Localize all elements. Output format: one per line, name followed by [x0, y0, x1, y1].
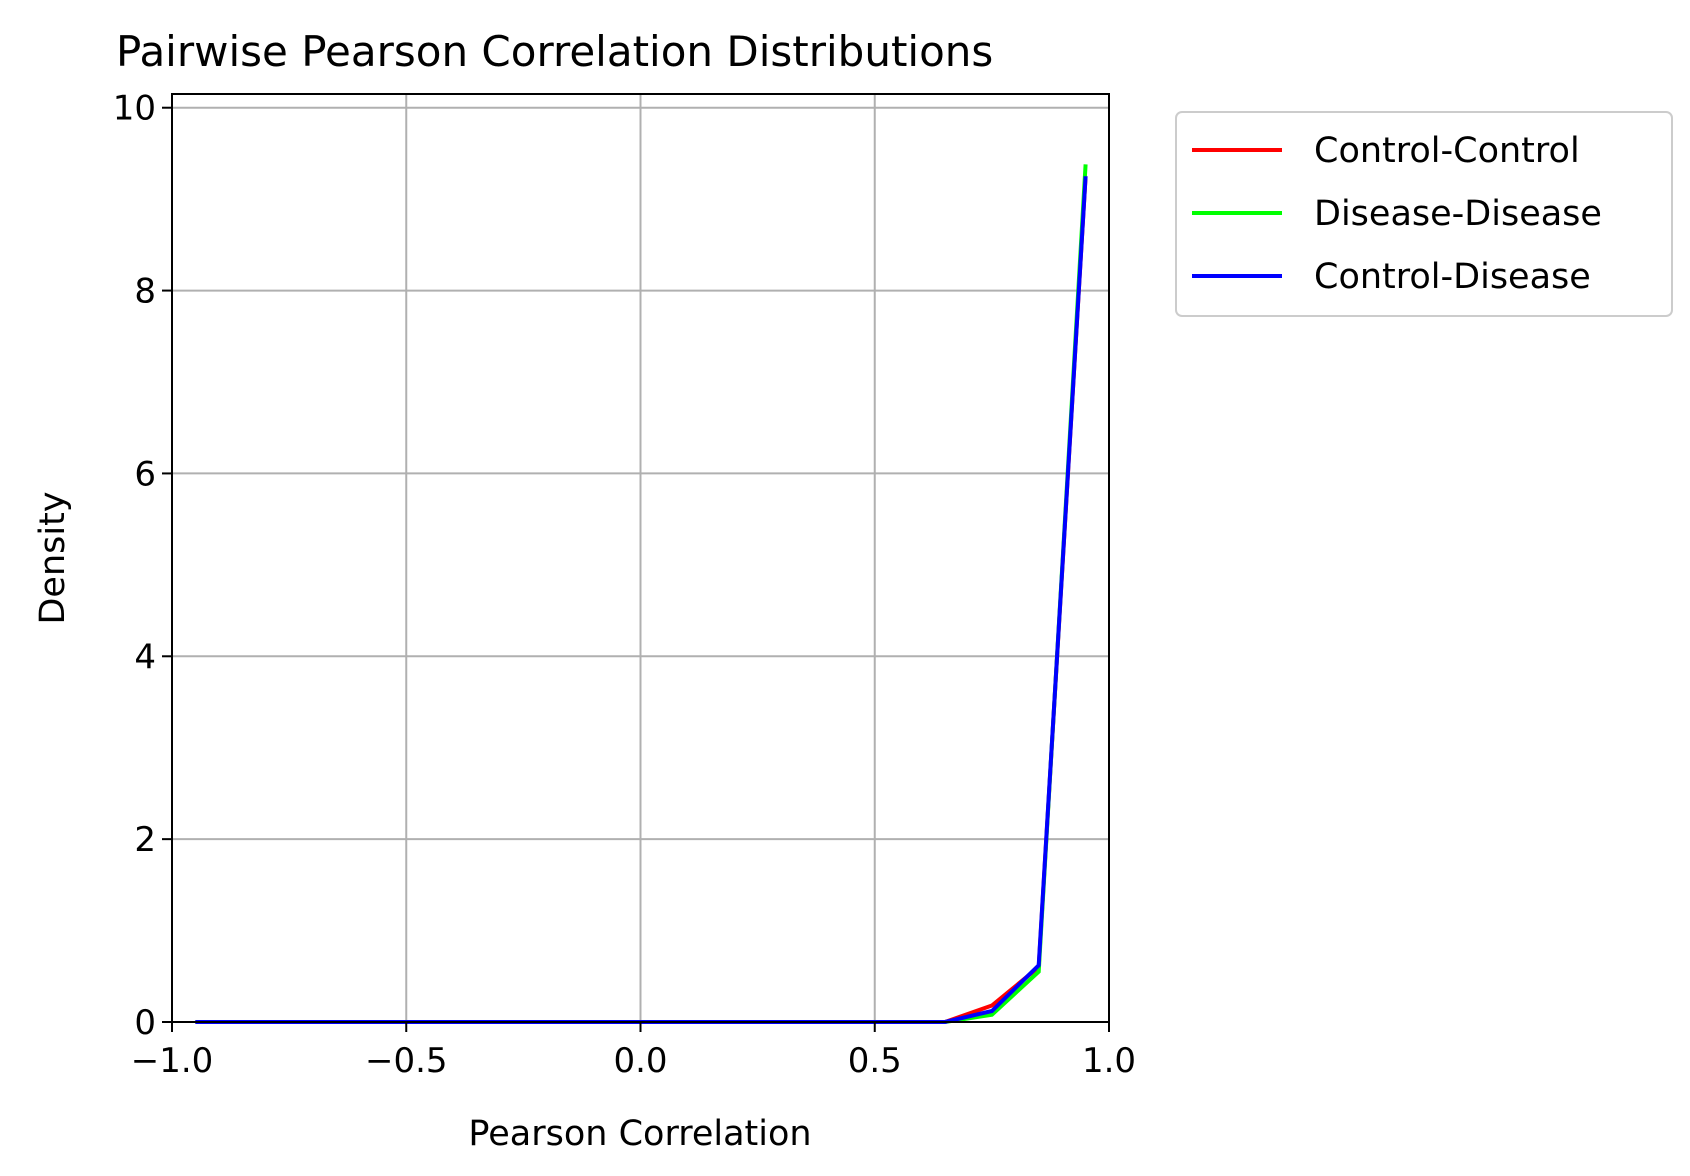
y-tick-label: 4 — [134, 637, 156, 677]
chart-title: Pairwise Pearson Correlation Distributio… — [116, 27, 993, 76]
grid — [171, 94, 1110, 1023]
legend-box — [1175, 111, 1673, 317]
y-axis-label: Density — [33, 491, 73, 624]
x-tick-label: −0.5 — [365, 1041, 448, 1081]
y-tick-label: 10 — [113, 89, 156, 129]
legend-label: Disease-Disease — [1314, 194, 1602, 234]
y-tick-label: 8 — [134, 272, 156, 312]
x-tick-label: −1.0 — [131, 1041, 214, 1081]
axis-ticks: −1.0 −0.5 0.0 0.5 1.0 0 2 4 6 8 10 — [113, 89, 1136, 1081]
legend-label: Control-Disease — [1314, 257, 1591, 297]
x-tick-label: 1.0 — [1082, 1041, 1136, 1081]
legend-label: Control-Control — [1314, 131, 1580, 171]
y-tick-label: 0 — [134, 1003, 156, 1043]
y-tick-label: 6 — [134, 454, 156, 494]
legend: Control-Control Disease-Disease Control-Di… — [1175, 111, 1673, 317]
x-tick-label: 0.0 — [613, 1041, 667, 1081]
x-tick-label: 0.5 — [848, 1041, 902, 1081]
x-axis-label: Pearson Correlation — [468, 1114, 811, 1154]
y-tick-label: 2 — [134, 820, 156, 860]
